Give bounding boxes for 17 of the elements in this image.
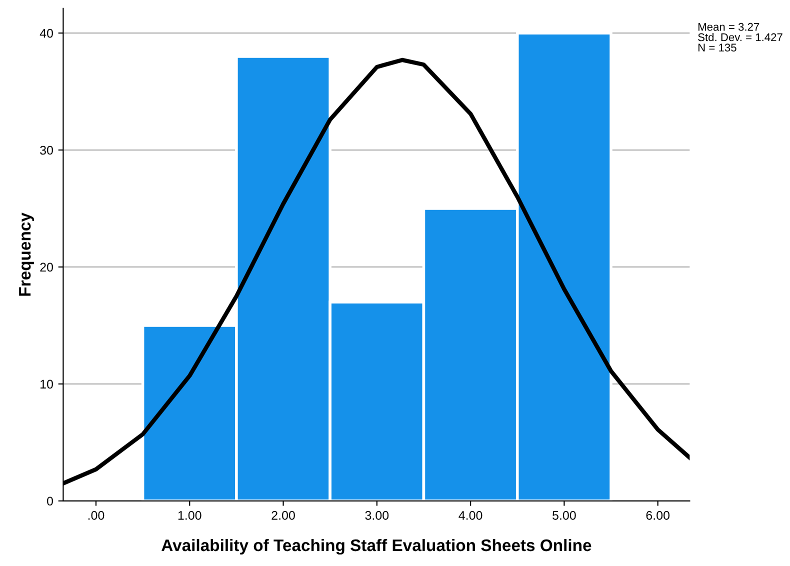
y-tick-label: 0	[47, 496, 53, 506]
y-tick-label: 10	[40, 380, 53, 389]
x-tick-label: 2.00	[272, 510, 295, 520]
y-tick-label: 30	[40, 146, 53, 155]
x-axis-title: Availability of Teaching Staff Evaluation Sheets Online	[162, 538, 592, 555]
x-tick-label: 6.00	[646, 510, 670, 520]
text: Std. Dev. = 1.427	[698, 33, 782, 42]
x-tick-label: 3.00	[365, 510, 389, 520]
x-tick-label: 4.00	[458, 510, 482, 520]
y-tick-label: 20	[40, 262, 53, 272]
x-tick-label: 1.00	[178, 510, 202, 520]
y-tick-label: 40	[40, 28, 53, 38]
text: N = 135	[698, 44, 736, 52]
x-tick-label: .00	[88, 510, 104, 520]
y-axis-title: Frequency	[19, 212, 34, 296]
x-tick-label: 5.00	[552, 510, 576, 520]
text: Mean = 3.27	[698, 22, 760, 31]
